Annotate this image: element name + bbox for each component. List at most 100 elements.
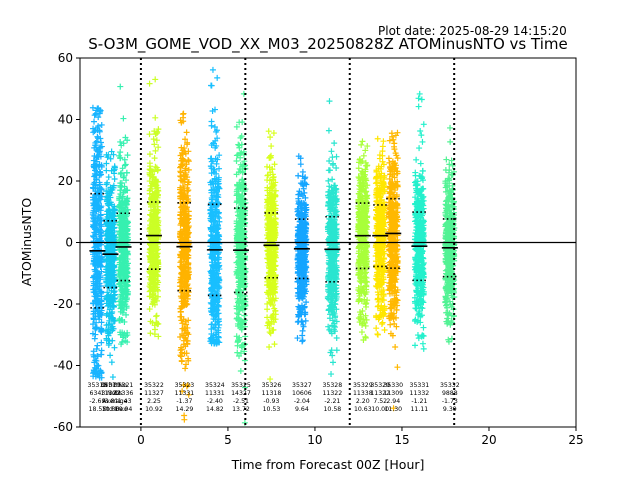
data-point <box>98 143 105 150</box>
data-point <box>123 236 130 243</box>
data-point <box>96 215 103 222</box>
data-point <box>98 319 105 326</box>
data-point <box>355 297 362 304</box>
data-point <box>123 220 130 227</box>
data-point <box>117 138 124 145</box>
data-point <box>381 326 388 333</box>
data-point <box>96 274 103 281</box>
data-point <box>267 153 274 160</box>
data-point <box>103 160 110 167</box>
data-point <box>146 131 153 138</box>
data-point <box>118 179 125 186</box>
point-group-9 <box>324 98 340 378</box>
data-point <box>95 238 102 245</box>
data-point <box>107 313 114 320</box>
data-point <box>183 129 190 136</box>
data-point <box>117 149 124 156</box>
data-point <box>359 138 366 145</box>
data-point <box>333 164 340 171</box>
data-point <box>208 118 215 125</box>
data-point <box>92 284 99 291</box>
data-point <box>98 298 105 305</box>
chart-title: S-O3M_GOME_VOD_XX_M03_20250828Z ATOMinus… <box>88 35 567 54</box>
data-point <box>328 371 335 378</box>
data-point <box>97 351 104 358</box>
data-point <box>149 273 156 280</box>
data-point <box>91 335 98 342</box>
data-point <box>116 230 123 237</box>
data-point <box>150 290 157 297</box>
scatter-points-layer <box>89 66 458 426</box>
data-point <box>103 296 110 303</box>
data-point <box>111 163 118 170</box>
data-point <box>105 332 112 339</box>
data-point <box>147 212 154 219</box>
data-point <box>123 249 130 256</box>
data-point <box>264 177 271 184</box>
data-point <box>89 104 96 111</box>
data-point <box>105 174 112 181</box>
data-point <box>331 140 338 147</box>
data-point <box>106 329 113 336</box>
data-point <box>150 249 157 256</box>
data-point <box>98 268 105 275</box>
data-point <box>104 179 111 186</box>
data-point <box>151 298 158 305</box>
data-point <box>110 215 117 222</box>
data-point <box>152 246 159 253</box>
data-point <box>374 331 381 338</box>
data-point <box>90 278 97 285</box>
data-point <box>117 276 124 283</box>
data-point <box>119 317 126 324</box>
data-point <box>379 158 386 165</box>
data-point <box>103 272 110 279</box>
data-point <box>111 295 118 302</box>
data-point <box>123 311 130 318</box>
data-point <box>98 339 105 346</box>
data-point <box>150 200 157 207</box>
data-point <box>154 128 161 135</box>
data-point <box>94 352 101 359</box>
data-point <box>90 310 97 317</box>
data-point <box>117 171 124 178</box>
data-point <box>151 209 158 216</box>
data-point <box>108 270 115 277</box>
data-point <box>119 334 126 341</box>
data-point <box>178 358 185 365</box>
point-group-1 <box>102 148 118 381</box>
data-point <box>153 137 160 144</box>
data-point <box>118 265 125 272</box>
data-point <box>152 147 159 154</box>
data-point <box>117 215 124 222</box>
data-point <box>91 144 98 151</box>
data-point <box>97 227 104 234</box>
data-point <box>93 357 100 364</box>
data-point <box>97 169 104 176</box>
data-point <box>107 294 114 301</box>
data-point <box>271 341 278 348</box>
point-group-5 <box>207 66 223 347</box>
data-point <box>181 416 188 423</box>
data-point <box>98 347 105 354</box>
data-point <box>106 254 113 261</box>
data-point <box>104 266 111 273</box>
data-point <box>92 370 99 377</box>
data-point <box>379 143 386 150</box>
data-point <box>107 258 114 265</box>
data-point <box>326 98 333 105</box>
data-point <box>98 121 105 128</box>
data-point <box>97 107 104 114</box>
data-point <box>106 297 113 304</box>
data-point <box>121 253 128 260</box>
data-point <box>155 126 162 133</box>
data-point <box>117 305 124 312</box>
data-point <box>98 185 105 192</box>
data-point <box>106 340 113 347</box>
data-point <box>104 289 111 296</box>
data-point <box>107 208 114 215</box>
data-point <box>93 300 100 307</box>
data-point <box>119 198 126 205</box>
data-point <box>121 156 128 163</box>
data-point <box>124 339 131 346</box>
data-point <box>182 365 189 372</box>
